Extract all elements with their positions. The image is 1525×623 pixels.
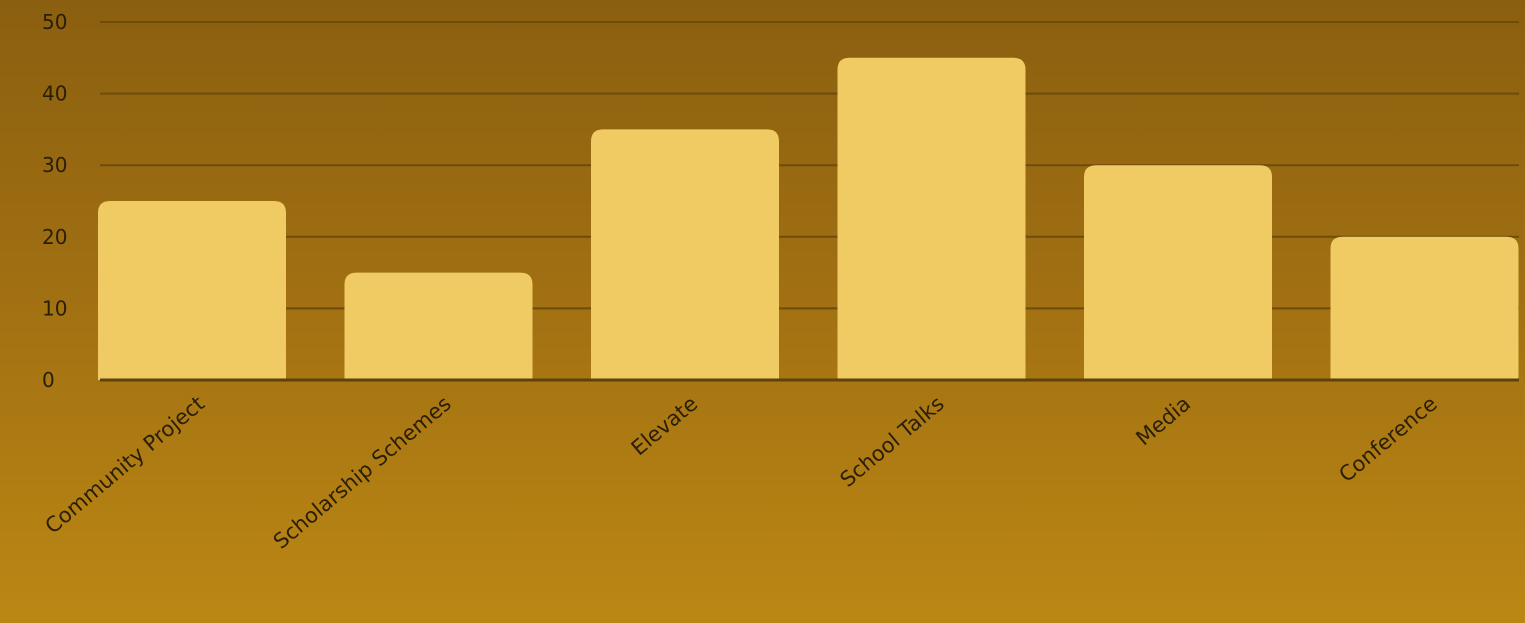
x-category-label-scholarship-schemes: Scholarship Schemes [269, 391, 456, 553]
y-tick-label-20: 20 [42, 225, 67, 249]
y-tick-label-10: 10 [42, 296, 67, 320]
bar-community-project [98, 201, 286, 380]
y-axis-tick-labels: 0 10 20 30 40 50 [42, 10, 67, 392]
bar-scholarship-schemes [344, 272, 533, 380]
x-category-label-conference: Conference [1334, 391, 1441, 487]
bar-media [1084, 165, 1272, 380]
bar-elevate [591, 129, 779, 380]
x-category-label-elevate: Elevate [627, 391, 703, 460]
x-category-label-school-talks: School Talks [836, 391, 949, 491]
gridlines [100, 21, 1519, 310]
x-category-label-media: Media [1131, 391, 1195, 450]
x-category-label-community-project: Community Project [41, 391, 210, 538]
bar-conference [1330, 236, 1519, 380]
bars [98, 57, 1519, 381]
y-tick-label-50: 50 [42, 10, 67, 34]
y-tick-label-40: 40 [42, 82, 67, 106]
y-tick-label-30: 30 [42, 153, 67, 177]
x-axis-category-labels: Community Project Scholarship Schemes Elev… [41, 391, 1442, 553]
y-tick-label-0: 0 [42, 368, 55, 392]
bar-school-talks [837, 57, 1026, 381]
